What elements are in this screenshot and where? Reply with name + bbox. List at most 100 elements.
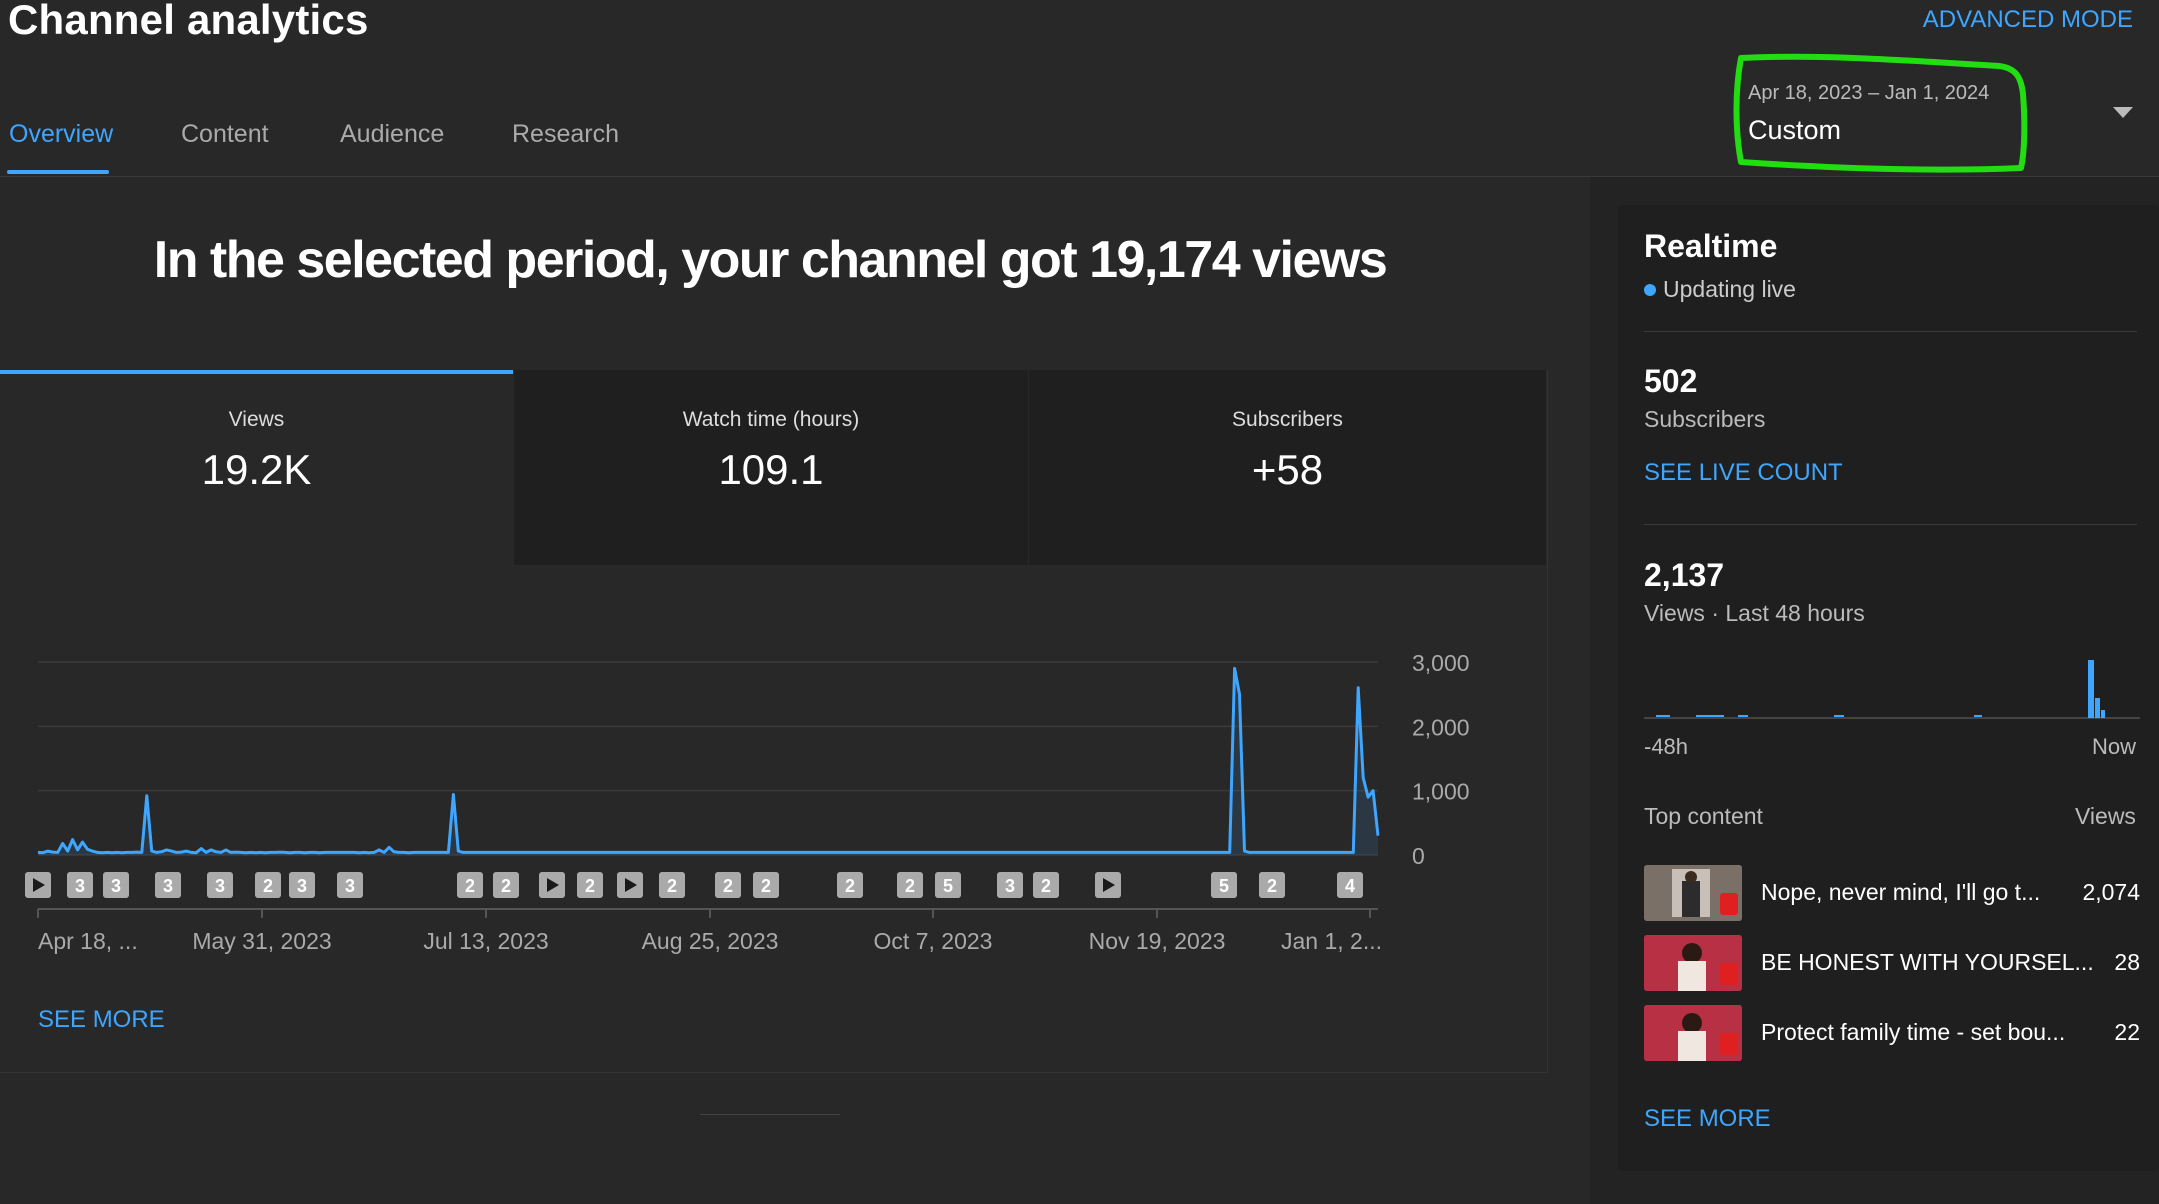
video-marker bbox=[1259, 872, 1285, 898]
marker-count: 5 bbox=[943, 876, 953, 896]
metric-value: 19.2K bbox=[201, 446, 312, 493]
top-content-views: 2,074 bbox=[2082, 879, 2140, 905]
y-tick-label: 3,000 bbox=[1412, 650, 1470, 676]
video-marker bbox=[457, 872, 483, 898]
series-area bbox=[38, 668, 1378, 855]
video-marker bbox=[1033, 872, 1059, 898]
advanced-mode-link[interactable]: ADVANCED MODE bbox=[1922, 6, 2133, 33]
video-marker bbox=[155, 872, 181, 898]
top-content-see-more-link[interactable]: SEE MORE bbox=[1644, 1105, 1771, 1132]
live-status-text: Updating live bbox=[1663, 276, 1796, 302]
video-marker bbox=[577, 872, 603, 898]
play-icon bbox=[1103, 878, 1115, 892]
x-tick-label: Jul 13, 2023 bbox=[423, 928, 548, 954]
play-icon bbox=[33, 878, 45, 892]
play-icon bbox=[547, 878, 559, 892]
marker-count: 3 bbox=[163, 876, 173, 896]
video-marker bbox=[103, 872, 129, 898]
marker-count: 4 bbox=[1345, 876, 1355, 896]
top-content-row[interactable]: Nope, never mind, I'll go t... 2,074 bbox=[1644, 865, 2140, 921]
divider bbox=[1644, 331, 2137, 332]
subscriber-count: 502 bbox=[1644, 363, 1698, 399]
video-marker bbox=[1211, 872, 1237, 898]
active-tab-indicator bbox=[7, 170, 109, 174]
chevron-down-icon[interactable] bbox=[2113, 107, 2133, 118]
see-live-count-link[interactable]: SEE LIVE COUNT bbox=[1644, 459, 1843, 486]
mini-chart-end: Now bbox=[2092, 734, 2137, 759]
video-marker bbox=[715, 872, 741, 898]
video-marker bbox=[289, 872, 315, 898]
metric-card-watch-time[interactable]: Watch time (hours) 109.1 bbox=[514, 370, 1028, 565]
realtime-views-label: Views · Last 48 hours bbox=[1644, 600, 1865, 626]
top-content-title: BE HONEST WITH YOURSEL... bbox=[1761, 949, 2094, 975]
header-divider bbox=[0, 176, 2159, 177]
x-tick-label: May 31, 2023 bbox=[192, 928, 331, 954]
marker-count: 2 bbox=[723, 876, 733, 896]
metric-label: Subscribers bbox=[1232, 408, 1343, 431]
marker-count: 3 bbox=[111, 876, 121, 896]
marker-count: 2 bbox=[667, 876, 677, 896]
video-marker bbox=[255, 872, 281, 898]
marker-count: 3 bbox=[215, 876, 225, 896]
marker-count: 3 bbox=[1005, 876, 1015, 896]
top-content-title: Nope, never mind, I'll go t... bbox=[1761, 879, 2041, 905]
video-marker bbox=[337, 872, 363, 898]
video-marker bbox=[837, 872, 863, 898]
top-content-label: Top content bbox=[1644, 803, 1763, 829]
marker-count: 2 bbox=[761, 876, 771, 896]
views-line-chart[interactable]: 3,000 2,000 1,000 0 3 3 3 3 2 3 3 2 2 2 2 2 2 2 2 5 3 2 5 2 4 Apr… bbox=[0, 620, 1540, 970]
video-marker bbox=[753, 872, 779, 898]
scroll-indicator bbox=[700, 1114, 840, 1115]
y-tick-label: 2,000 bbox=[1412, 714, 1470, 740]
play-icon bbox=[625, 878, 637, 892]
see-more-link[interactable]: SEE MORE bbox=[38, 1006, 165, 1033]
series-line bbox=[37, 666, 1380, 855]
marker-count: 2 bbox=[263, 876, 273, 896]
marker-count: 2 bbox=[585, 876, 595, 896]
top-content-row[interactable]: Protect family time - set bou... 22 bbox=[1644, 1005, 2140, 1061]
y-tick-label: 0 bbox=[1412, 843, 1425, 869]
tab-research[interactable]: Research bbox=[512, 120, 619, 148]
date-range-picker[interactable]: Apr 18, 2023 – Jan 1, 2024 Custom bbox=[1734, 55, 2034, 165]
video-thumbnail bbox=[1644, 865, 1742, 921]
divider bbox=[1644, 524, 2137, 525]
metric-value: +58 bbox=[1251, 446, 1324, 493]
marker-count: 3 bbox=[75, 876, 85, 896]
marker-count: 2 bbox=[501, 876, 511, 896]
live-dot-icon bbox=[1644, 284, 1656, 296]
tab-content[interactable]: Content bbox=[181, 120, 269, 148]
video-marker bbox=[67, 872, 93, 898]
marker-count: 3 bbox=[345, 876, 355, 896]
top-content-views: 28 bbox=[2114, 949, 2140, 975]
page-title: Channel analytics bbox=[8, 0, 369, 43]
marker-count: 2 bbox=[845, 876, 855, 896]
video-marker bbox=[897, 872, 923, 898]
top-content-title: Protect family time - set bou... bbox=[1761, 1019, 2066, 1045]
metric-card-views[interactable]: Views 19.2K bbox=[0, 370, 513, 565]
date-range-label: Custom bbox=[1748, 115, 1842, 145]
top-content-row[interactable]: BE HONEST WITH YOURSEL... 28 bbox=[1644, 935, 2140, 991]
video-marker bbox=[1337, 872, 1363, 898]
metric-label: Views bbox=[228, 408, 285, 431]
video-marker bbox=[935, 872, 961, 898]
video-thumbnail bbox=[1644, 1005, 1742, 1061]
x-tick-label: Jan 1, 2... bbox=[1281, 928, 1382, 954]
realtime-bar-chart[interactable] bbox=[1644, 650, 2140, 722]
metric-card-subscribers[interactable]: Subscribers +58 bbox=[1029, 370, 1546, 565]
tab-audience[interactable]: Audience bbox=[340, 120, 445, 148]
mini-chart-start: -48h bbox=[1644, 734, 1689, 759]
marker-count: 5 bbox=[1219, 876, 1229, 896]
x-tick-label: Apr 18, ... bbox=[38, 928, 138, 954]
live-status: Updating live bbox=[1644, 276, 1796, 303]
selected-metric-indicator bbox=[0, 370, 513, 374]
x-tick-label: Aug 25, 2023 bbox=[642, 928, 779, 954]
tab-overview[interactable]: Overview bbox=[9, 120, 114, 148]
video-thumbnail bbox=[1644, 935, 1742, 991]
date-range-text: Apr 18, 2023 – Jan 1, 2024 bbox=[1748, 82, 1990, 104]
marker-count: 2 bbox=[1267, 876, 1277, 896]
top-content-views: 22 bbox=[2114, 1019, 2140, 1045]
overview-panel bbox=[0, 370, 1548, 1073]
metric-value: 109.1 bbox=[718, 446, 824, 493]
video-marker bbox=[659, 872, 685, 898]
video-marker bbox=[493, 872, 519, 898]
